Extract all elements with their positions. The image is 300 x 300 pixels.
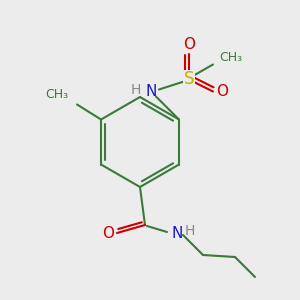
Text: H: H (130, 82, 141, 97)
Text: O: O (183, 37, 195, 52)
Text: O: O (216, 84, 228, 99)
Text: N: N (171, 226, 183, 241)
Text: O: O (102, 226, 114, 241)
Text: CH₃: CH₃ (46, 88, 69, 101)
Text: CH₃: CH₃ (219, 51, 242, 64)
Text: S: S (184, 70, 194, 88)
Text: H: H (185, 224, 195, 238)
Text: N: N (145, 84, 157, 99)
